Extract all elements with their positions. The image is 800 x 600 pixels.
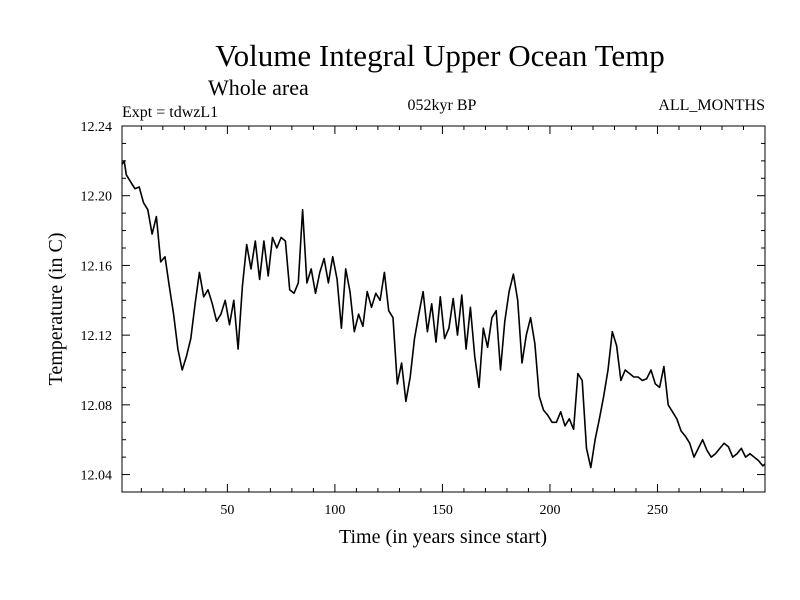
chart-subtitle: Whole area (208, 75, 309, 100)
y-tick-label: 12.16 (81, 259, 113, 274)
y-tick-label: 12.08 (81, 399, 113, 414)
x-tick-label: 200 (539, 503, 560, 518)
period-label: 052kyr BP (408, 97, 477, 114)
x-tick-label: 250 (647, 503, 668, 518)
axis-ticks (122, 125, 766, 493)
y-tick-label: 12.24 (81, 120, 113, 135)
y-tick-label: 12.20 (81, 190, 113, 205)
chart-title: Volume Integral Upper Ocean Temp (215, 38, 665, 73)
temperature-series-line (121, 160, 766, 469)
x-tick-labels: 50 100 150 200 250 (220, 503, 668, 518)
experiment-label: Expt = tdwzL1 (122, 104, 218, 121)
x-tick-label: 100 (324, 503, 345, 518)
plot-frame (121, 125, 766, 493)
x-tick-label: 150 (432, 503, 453, 518)
y-tick-label: 12.12 (81, 329, 113, 344)
x-tick-label: 50 (220, 503, 234, 518)
months-label: ALL_MONTHS (658, 97, 765, 114)
y-axis-label: Temperature (in C) (45, 233, 67, 386)
y-tick-labels: 12.04 12.08 12.12 12.16 12.20 12.24 (81, 120, 113, 484)
y-tick-label: 12.04 (81, 469, 113, 484)
x-axis-label: Time (in years since start) (339, 526, 547, 548)
